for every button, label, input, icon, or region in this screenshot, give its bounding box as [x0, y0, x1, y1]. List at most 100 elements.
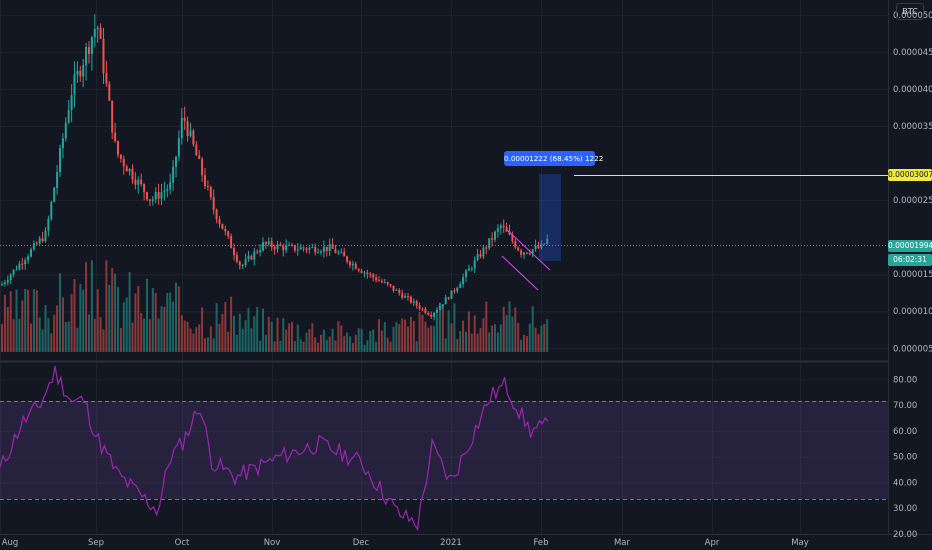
- volume-bar: [230, 296, 233, 352]
- candle-body: [380, 280, 383, 283]
- candle-body: [262, 242, 264, 251]
- candle-body: [137, 179, 140, 185]
- candle-body: [438, 306, 441, 310]
- candle-body: [209, 187, 212, 198]
- volume-bar: [50, 333, 53, 352]
- volume-bar: [117, 287, 119, 352]
- channel-upper-line[interactable]: [505, 228, 551, 271]
- volume-bar: [543, 324, 546, 352]
- volume-bar: [253, 316, 256, 352]
- candle-body: [117, 141, 119, 155]
- candle-body: [427, 312, 430, 315]
- candle-body: [531, 249, 534, 254]
- volume-bar: [163, 306, 166, 352]
- volume-bar: [392, 326, 395, 352]
- measure-box[interactable]: [539, 174, 561, 261]
- volume-bar: [314, 337, 317, 352]
- volume-bar: [119, 328, 122, 352]
- candle-body: [76, 70, 79, 75]
- candle-body: [128, 169, 131, 172]
- candle-body: [96, 27, 99, 30]
- candle-body: [241, 265, 244, 267]
- volume-bar: [76, 327, 79, 352]
- candle-body: [44, 230, 47, 242]
- volume-bar: [146, 278, 148, 352]
- volume-bar: [198, 324, 201, 352]
- target-price-tag: 0.00003007: [888, 169, 932, 181]
- volume-bar: [354, 334, 357, 352]
- candle-body: [282, 245, 285, 251]
- candle-body: [375, 277, 378, 281]
- time-axis[interactable]: Aug Sep Oct Nov Dec 2021 Feb Mar Apr May: [2, 538, 809, 548]
- volume-bar: [189, 328, 192, 352]
- candle-body: [528, 253, 531, 255]
- price-axis[interactable]: 0.00005000 0.00004500 0.00004000 0.00003500…: [893, 11, 932, 354]
- volume-bar: [360, 328, 363, 352]
- volume-bar: [320, 334, 322, 352]
- candle-body: [546, 238, 549, 244]
- candle-body: [389, 284, 392, 286]
- volume-bar: [462, 320, 465, 352]
- candle-body: [119, 154, 122, 159]
- volume-bar: [395, 322, 398, 352]
- candle-body: [30, 249, 32, 257]
- volume-bar: [534, 327, 537, 352]
- volume-bar: [430, 325, 433, 352]
- rsi-line: [0, 365, 549, 532]
- volume-bar: [438, 302, 441, 352]
- candle-body: [140, 179, 143, 185]
- volume-bar: [209, 326, 212, 352]
- volume-bar: [447, 310, 450, 352]
- candle-body: [476, 254, 479, 260]
- volume-bar: [201, 307, 204, 352]
- volume-bar: [349, 336, 351, 352]
- volume-bar: [366, 340, 369, 352]
- candle-body: [125, 166, 128, 172]
- volume-bar: [296, 324, 299, 352]
- candle-body: [543, 243, 546, 245]
- candle-body: [148, 199, 151, 201]
- volume-bar: [56, 305, 59, 352]
- volume-bar: [30, 323, 32, 352]
- volume-bar: [61, 297, 64, 352]
- volume-bar: [73, 279, 76, 352]
- candle-body: [206, 186, 209, 188]
- currency-badge[interactable]: BTC: [896, 3, 924, 20]
- candle-body: [215, 209, 218, 220]
- volume-bar: [476, 333, 479, 352]
- price-axis-label: 0.00004500: [893, 48, 932, 58]
- volume-bar: [270, 321, 273, 352]
- volume-bar: [90, 260, 93, 352]
- volume-bar: [288, 323, 291, 352]
- candle-body: [27, 256, 30, 261]
- candle-body: [447, 297, 450, 299]
- candle-body: [467, 268, 470, 271]
- candle-body: [253, 251, 256, 260]
- volume-bar: [537, 334, 540, 352]
- volume-bar: [351, 342, 354, 352]
- candle-body: [157, 192, 160, 199]
- channel-lower-line[interactable]: [501, 255, 539, 291]
- candle-body: [50, 201, 53, 219]
- candle-body: [320, 251, 322, 253]
- volume-bar: [172, 301, 175, 352]
- time-axis-label: 2021: [440, 538, 462, 548]
- candle-body: [372, 274, 375, 278]
- candle-body: [299, 247, 302, 250]
- volume-bar: [79, 283, 82, 352]
- volume-bar: [389, 341, 392, 352]
- volume-bar: [378, 319, 380, 352]
- candle-body: [67, 110, 70, 123]
- volume-bar: [508, 301, 511, 352]
- volume-bar: [256, 307, 259, 352]
- volume-bar: [322, 329, 325, 352]
- volume-bar: [317, 342, 320, 352]
- volume-bar: [282, 318, 285, 352]
- volume-bar: [105, 260, 108, 352]
- candle-body: [508, 231, 511, 235]
- rsi-axis[interactable]: 80.00 70.00 60.00 50.00 40.00 30.00 20.00: [893, 375, 917, 540]
- volume-bar: [247, 307, 250, 352]
- candle-body: [143, 184, 146, 193]
- volume-bar: [331, 328, 334, 352]
